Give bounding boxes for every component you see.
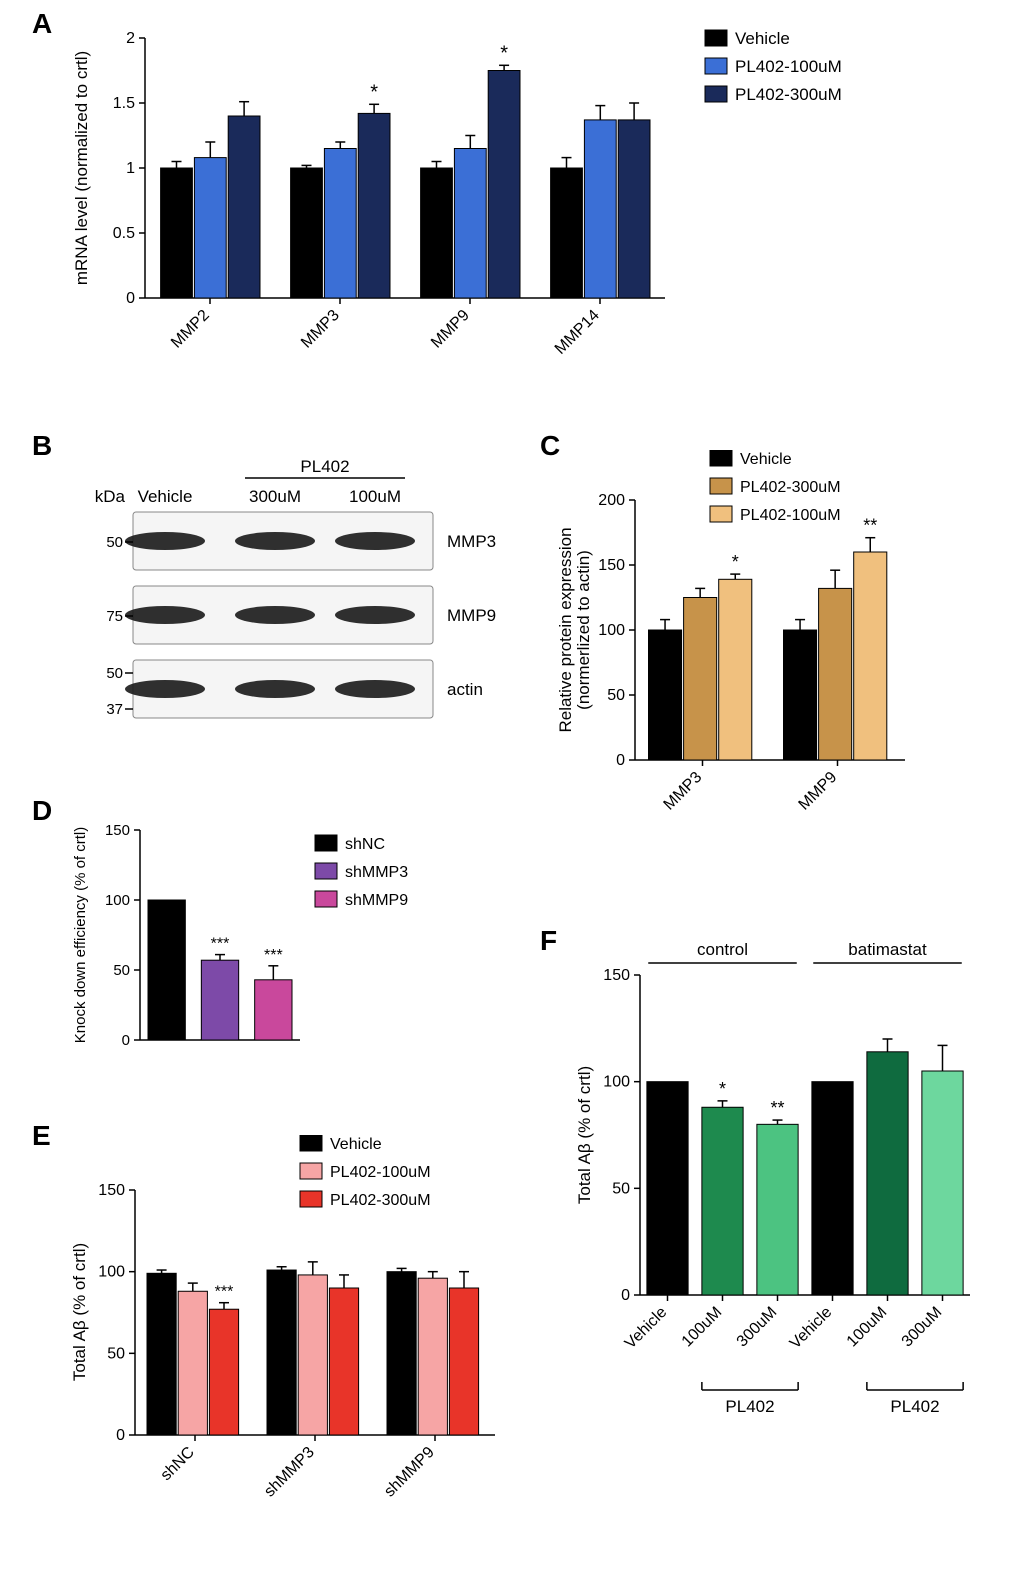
svg-text:150: 150 bbox=[105, 822, 130, 839]
chart-d: 0 50 100 150 *** *** Knock down efficiency (… bbox=[50, 810, 520, 1085]
figure-root: A 0 0.5 1 1.5 2 MMP2 MMP3 MMP9 MMP14 mRNA level… bbox=[0, 0, 1020, 1585]
svg-text:*: * bbox=[732, 552, 739, 572]
svg-text:100: 100 bbox=[598, 622, 625, 639]
svg-text:1.5: 1.5 bbox=[113, 95, 135, 112]
chart-c: 0 50 100 150 200 MMP3 MMP9 Relative protein e… bbox=[540, 450, 1000, 885]
svg-text:PL402-300uM: PL402-300uM bbox=[740, 479, 841, 496]
svg-text:150: 150 bbox=[598, 557, 625, 574]
svg-text:50: 50 bbox=[106, 534, 123, 551]
svg-text:50: 50 bbox=[106, 665, 123, 682]
svg-text:0: 0 bbox=[122, 1032, 130, 1049]
western-blot-b: kDa PL402 Vehicle 300uM 100uM MMP3 50 MMP9 75… bbox=[55, 450, 525, 775]
svg-text:Vehicle: Vehicle bbox=[740, 451, 792, 468]
svg-text:PL402: PL402 bbox=[890, 1397, 939, 1416]
svg-text:MMP2: MMP2 bbox=[168, 307, 213, 352]
svg-text:Vehicle: Vehicle bbox=[735, 29, 790, 48]
svg-text:MMP9: MMP9 bbox=[796, 769, 841, 814]
svg-text:**: ** bbox=[863, 516, 877, 536]
svg-text:*: * bbox=[370, 81, 378, 103]
svg-text:MMP3: MMP3 bbox=[661, 769, 706, 814]
panel-label-b: B bbox=[32, 430, 52, 462]
chart-a-ylabel: mRNA level (normalized to crtl) bbox=[72, 51, 91, 285]
svg-text:75: 75 bbox=[106, 608, 123, 625]
svg-text:actin: actin bbox=[447, 680, 483, 699]
kda-label: kDa bbox=[95, 487, 126, 506]
svg-text:0: 0 bbox=[126, 290, 135, 307]
svg-text:300uM: 300uM bbox=[734, 1304, 781, 1351]
svg-text:MMP9: MMP9 bbox=[447, 606, 496, 625]
svg-text:100uM: 100uM bbox=[349, 487, 401, 506]
chart-f: 050100150 Vehicle100uM300uMVehicle100uM3… bbox=[555, 940, 1005, 1485]
svg-text:100uM: 100uM bbox=[844, 1304, 891, 1351]
svg-text:**: ** bbox=[770, 1098, 784, 1118]
svg-text:0: 0 bbox=[621, 1287, 630, 1304]
svg-text:37: 37 bbox=[106, 701, 123, 718]
chart-d-ylabel: Knock down efficiency (% of crtl) bbox=[72, 827, 89, 1043]
svg-text:2: 2 bbox=[126, 30, 135, 47]
svg-text:Vehicle: Vehicle bbox=[787, 1304, 836, 1353]
svg-text:PL402-100uM: PL402-100uM bbox=[740, 507, 841, 524]
svg-text:Vehicle: Vehicle bbox=[330, 1136, 382, 1153]
chart-e: 0 50 100 150 shNC shMMP3 shMMP9 Total Aβ (% o… bbox=[50, 1135, 550, 1570]
chart-e-ylabel: Total Aβ (% of crtl) bbox=[70, 1243, 89, 1381]
svg-text:1: 1 bbox=[126, 160, 135, 177]
svg-text:***: *** bbox=[211, 936, 230, 953]
svg-text:PL402-300uM: PL402-300uM bbox=[330, 1192, 431, 1209]
svg-text:*: * bbox=[719, 1079, 726, 1099]
svg-text:150: 150 bbox=[603, 967, 630, 984]
svg-text:batimastat: batimastat bbox=[848, 940, 927, 959]
svg-text:MMP3: MMP3 bbox=[298, 307, 343, 352]
svg-text:100: 100 bbox=[98, 1264, 125, 1281]
svg-text:150: 150 bbox=[98, 1182, 125, 1199]
svg-text:Vehicle: Vehicle bbox=[138, 487, 193, 506]
svg-text:shNC: shNC bbox=[345, 836, 385, 853]
svg-text:PL402-100uM: PL402-100uM bbox=[330, 1164, 431, 1181]
svg-text:PL402: PL402 bbox=[725, 1397, 774, 1416]
svg-text:shMMP3: shMMP3 bbox=[261, 1444, 318, 1501]
blot-group-label: PL402 bbox=[300, 457, 349, 476]
svg-text:50: 50 bbox=[607, 687, 625, 704]
svg-text:shMMP9: shMMP9 bbox=[345, 892, 408, 909]
svg-text:100: 100 bbox=[603, 1074, 630, 1091]
svg-text:200: 200 bbox=[598, 492, 625, 509]
svg-text:MMP14: MMP14 bbox=[552, 307, 603, 358]
svg-text:shMMP9: shMMP9 bbox=[381, 1444, 438, 1501]
svg-text:*: * bbox=[500, 42, 508, 64]
svg-text:***: *** bbox=[215, 1284, 234, 1301]
svg-text:shMMP3: shMMP3 bbox=[345, 864, 408, 881]
svg-text:300uM: 300uM bbox=[249, 487, 301, 506]
svg-text:100uM: 100uM bbox=[679, 1304, 726, 1351]
svg-text:50: 50 bbox=[107, 1345, 125, 1362]
svg-text:control: control bbox=[697, 940, 748, 959]
svg-text:0: 0 bbox=[116, 1427, 125, 1444]
svg-text:***: *** bbox=[264, 947, 283, 964]
svg-text:PL402-100uM: PL402-100uM bbox=[735, 57, 842, 76]
panel-label-e: E bbox=[32, 1120, 51, 1152]
svg-text:0: 0 bbox=[616, 752, 625, 769]
svg-text:PL402-300uM: PL402-300uM bbox=[735, 85, 842, 104]
chart-f-ylabel: Total Aβ (% of crtl) bbox=[575, 1066, 594, 1204]
svg-text:shNC: shNC bbox=[158, 1444, 198, 1484]
chart-c-ylabel: Relative protein expression(normerlized … bbox=[556, 527, 593, 732]
svg-text:Vehicle: Vehicle bbox=[622, 1304, 671, 1353]
chart-a: 0 0.5 1 1.5 2 MMP2 MMP3 MMP9 MMP14 mRNA level (… bbox=[60, 20, 980, 405]
svg-text:MMP3: MMP3 bbox=[447, 532, 496, 551]
svg-text:MMP9: MMP9 bbox=[428, 307, 473, 352]
panel-label-a: A bbox=[32, 8, 52, 40]
svg-text:50: 50 bbox=[612, 1180, 630, 1197]
svg-text:100: 100 bbox=[105, 892, 130, 909]
svg-text:50: 50 bbox=[113, 962, 130, 979]
svg-text:0.5: 0.5 bbox=[113, 225, 135, 242]
svg-text:300uM: 300uM bbox=[899, 1304, 946, 1351]
